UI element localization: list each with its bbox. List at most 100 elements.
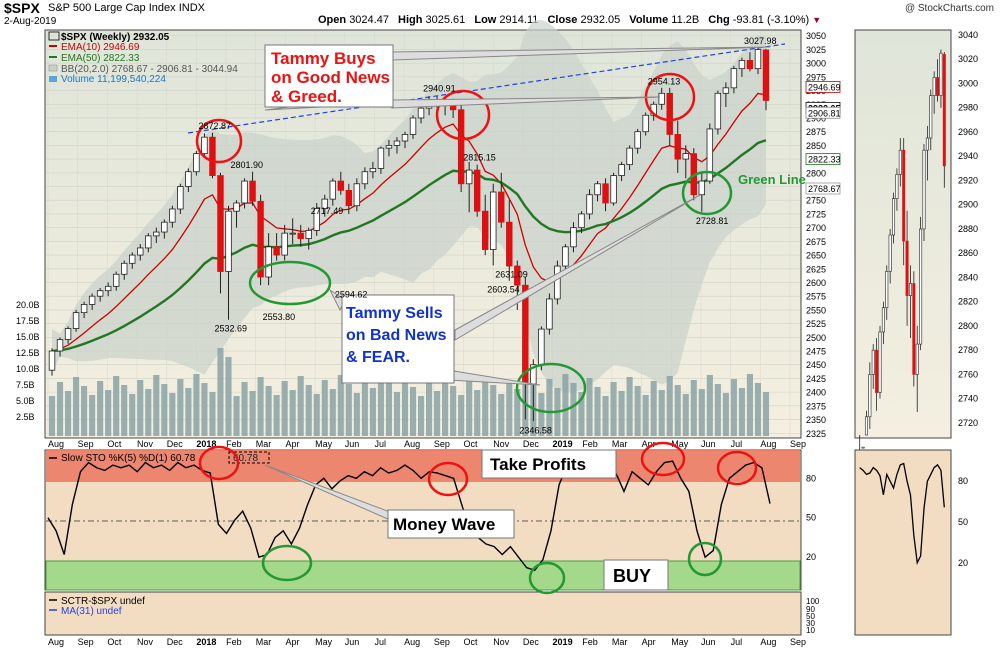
candle-body — [257, 200, 264, 278]
volume-tick-label: 15.0B — [16, 332, 40, 342]
volume-bar — [746, 374, 753, 436]
mini-y-tick-label: 3020 — [958, 54, 978, 64]
price-tag-box — [805, 153, 841, 165]
legend-ema50: EMA(50) 2822.33 — [61, 53, 140, 64]
candle-body — [674, 134, 681, 160]
price-legend: $SPX (Weekly) 2932.05 EMA(10) 2946.69 EM… — [48, 31, 238, 85]
volume-bar — [201, 383, 208, 436]
candle-body — [377, 147, 385, 169]
candle-body — [48, 350, 56, 371]
sto-peak-circle-1 — [198, 445, 240, 481]
candle-body — [305, 229, 312, 240]
price-point-label: 2603.54 — [487, 285, 520, 295]
volume-bar — [658, 390, 665, 436]
x-tick-label: Sep — [78, 439, 94, 449]
volume-bar — [385, 383, 392, 436]
svg-text:90: 90 — [806, 605, 815, 614]
svg-text:50: 50 — [806, 612, 815, 621]
y-tick-label: 2525 — [806, 319, 826, 329]
uptrend-line — [187, 43, 786, 134]
mini-candle-body — [905, 240, 909, 296]
candle-body — [353, 183, 361, 207]
volume-bar — [257, 377, 264, 436]
mini-candle-body — [878, 331, 882, 393]
volume-bar — [121, 385, 128, 436]
sto-peak-circle-2 — [427, 461, 469, 497]
volume-bar — [738, 388, 745, 436]
candle-body — [554, 265, 561, 300]
sto-k-line — [47, 460, 771, 572]
tammy-sells-box — [341, 294, 455, 384]
candle-body — [177, 186, 184, 210]
candle-body — [514, 265, 521, 286]
price-point-label: 2940.91 — [423, 84, 456, 94]
candle-body — [393, 140, 401, 146]
mini-price-axis: 3040 3020 3000 2980 2960 2940 2920 2900 2880 2860… — [958, 30, 978, 428]
x-tick-label-bottom: Nov — [493, 637, 510, 647]
symbol-title: $SPX — [4, 0, 40, 16]
volume-bar — [169, 393, 176, 436]
tammy-buys-box — [264, 44, 394, 108]
chg-label: Chg — [708, 14, 730, 26]
y-tick-label: 2475 — [806, 347, 826, 357]
volume-bar — [618, 391, 625, 436]
y-tick-label: 2800 — [806, 168, 826, 178]
mini-candle-body — [881, 307, 885, 333]
buy-box — [603, 559, 669, 591]
mini-candle-body — [915, 343, 919, 375]
x-tick-label: Oct — [464, 439, 479, 449]
sell-circle-2 — [515, 362, 587, 414]
green-line-label: Green Line — [738, 172, 806, 187]
ema50-line — [51, 139, 767, 353]
candle-body — [369, 168, 377, 173]
candle-body — [153, 231, 160, 237]
money-wave-label: Money Wave — [393, 515, 495, 534]
candle-body — [586, 194, 593, 215]
mini-y-tick-label: 2860 — [958, 248, 978, 258]
x-tick-label-bottom: Oct — [464, 637, 479, 647]
mini-y-tick-label: 2940 — [958, 151, 978, 161]
mini-candle-body — [908, 283, 912, 296]
candle-body — [706, 128, 714, 182]
x-tick-label: Aug — [760, 439, 776, 449]
y-tick-label: 2350 — [806, 415, 826, 425]
x-tick-label-bottom: Oct — [107, 637, 122, 647]
volume-bar — [137, 380, 144, 436]
y-tick-label: 2550 — [806, 305, 826, 315]
volume-bar — [682, 394, 689, 436]
candle-body — [465, 169, 473, 185]
candle-body — [618, 164, 625, 176]
x-tick-label-bottom: 2018 — [196, 637, 216, 647]
candle-body — [80, 304, 88, 314]
y-tick-label: 2500 — [806, 333, 826, 343]
time-axis: Aug Sep Oct Nov Dec 2018 Feb Mar Apr May Jun Jul Aug… — [48, 439, 806, 449]
credit[interactable]: @ StockCharts.com — [904, 3, 994, 14]
volume-bar — [105, 390, 112, 436]
candle-body — [578, 213, 585, 229]
candle-body — [161, 221, 168, 233]
volume-bar — [594, 387, 601, 436]
volume-bar — [113, 376, 120, 436]
mini-candle-body — [902, 149, 906, 242]
y-tick-label: 2750 — [806, 196, 826, 206]
candle-body — [754, 49, 762, 70]
candle-body — [546, 298, 553, 330]
volume-label: Volume — [629, 14, 669, 26]
volume-bar — [329, 389, 336, 436]
volume-tick-label: 12.5B — [16, 348, 40, 358]
volume-bar — [634, 386, 641, 436]
x-tick-label-bottom: Apr — [642, 637, 656, 647]
y-tick-label: 2375 — [806, 401, 826, 411]
mini-sto-line: 80 50 20 — [859, 462, 968, 568]
candle-body — [642, 114, 649, 133]
sctr-panel — [44, 591, 802, 636]
x-tick-label-bottom: Feb — [226, 637, 242, 647]
volume-bar — [546, 379, 553, 436]
ema-lines — [51, 92, 767, 353]
candle-body — [490, 191, 497, 250]
index-full-name: S&P 500 Large Cap Index — [48, 2, 176, 14]
price-point-label: 2815.15 — [463, 153, 496, 163]
volume-bar — [498, 394, 505, 436]
